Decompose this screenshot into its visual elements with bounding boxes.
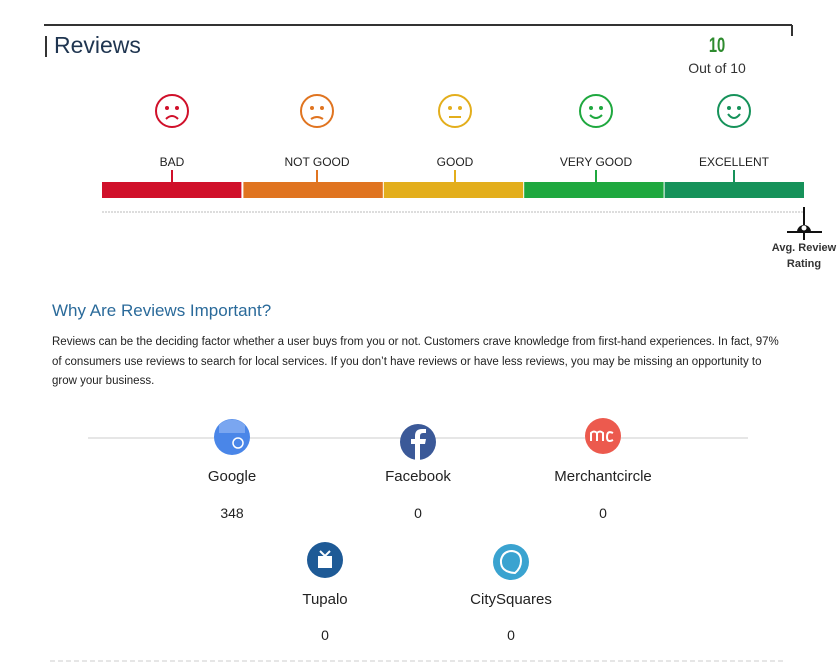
platform-count: 0 — [507, 627, 515, 643]
face-mouth — [589, 114, 603, 119]
icon-mc — [590, 430, 614, 442]
platform-name: Tupalo — [302, 591, 348, 608]
platform-count: 348 — [220, 505, 244, 521]
icon-box — [318, 556, 332, 568]
score: 10 — [708, 34, 726, 57]
platform-name: Facebook — [385, 468, 451, 485]
avg-marker — [787, 207, 822, 240]
platform-name: CitySquares — [470, 591, 552, 608]
face-icon — [155, 94, 189, 128]
face-outline — [579, 94, 613, 128]
scale-segment — [524, 182, 664, 198]
face-eye — [175, 106, 179, 110]
level-label: EXCELLENT — [698, 155, 770, 169]
level-label: VERY GOOD — [559, 155, 633, 169]
marker-label: Avg. Review — [771, 242, 837, 254]
platform-name: Merchantcircle — [554, 468, 652, 485]
level-label: BAD — [159, 155, 185, 169]
platform-icon — [493, 544, 529, 580]
platform-name: Google — [207, 468, 257, 485]
face-eye — [448, 106, 452, 110]
face-eye — [310, 106, 314, 110]
face-outline — [155, 94, 189, 128]
scale-segment — [243, 182, 383, 198]
icon-drop — [499, 549, 523, 575]
face-eye — [737, 106, 741, 110]
section-body: Reviews can be the deciding factor wheth… — [52, 336, 779, 387]
face-outline — [438, 94, 472, 128]
face-icon — [438, 94, 472, 128]
face-icon — [579, 94, 613, 128]
platform-icon — [307, 542, 343, 578]
icon-g — [232, 437, 244, 449]
platform-icon — [400, 424, 436, 460]
platform-icon — [585, 418, 621, 454]
section-heading: Why Are Reviews Important? — [52, 301, 272, 320]
face-icon — [300, 94, 334, 128]
face-icon — [717, 94, 751, 128]
level-label: NOT GOOD — [284, 155, 350, 169]
icon-bow — [319, 550, 331, 558]
marker-label: Rating — [786, 258, 822, 270]
icon-bg — [493, 544, 529, 580]
face-mouth — [310, 116, 324, 120]
face-mouth — [165, 115, 179, 120]
face-eye — [320, 106, 324, 110]
platform-count: 0 — [321, 627, 329, 643]
face-eye — [727, 106, 731, 110]
face-mouth — [727, 113, 741, 119]
scale-segment — [664, 182, 804, 198]
face-eye — [458, 106, 462, 110]
face-outline — [300, 94, 334, 128]
face-eye — [599, 106, 603, 110]
score-caption: Out of 10 — [688, 60, 746, 76]
title: Reviews — [54, 32, 141, 58]
platform-icon — [214, 419, 250, 455]
level-label: GOOD — [436, 155, 474, 169]
scale-segment — [102, 182, 242, 198]
face-eye — [165, 106, 169, 110]
icon-f — [411, 429, 426, 460]
icon-top — [219, 419, 245, 433]
platform-count: 0 — [414, 505, 422, 521]
face-eye — [589, 106, 593, 110]
platform-count: 0 — [599, 505, 607, 521]
scale-segment — [383, 182, 524, 198]
face-outline — [717, 94, 751, 128]
